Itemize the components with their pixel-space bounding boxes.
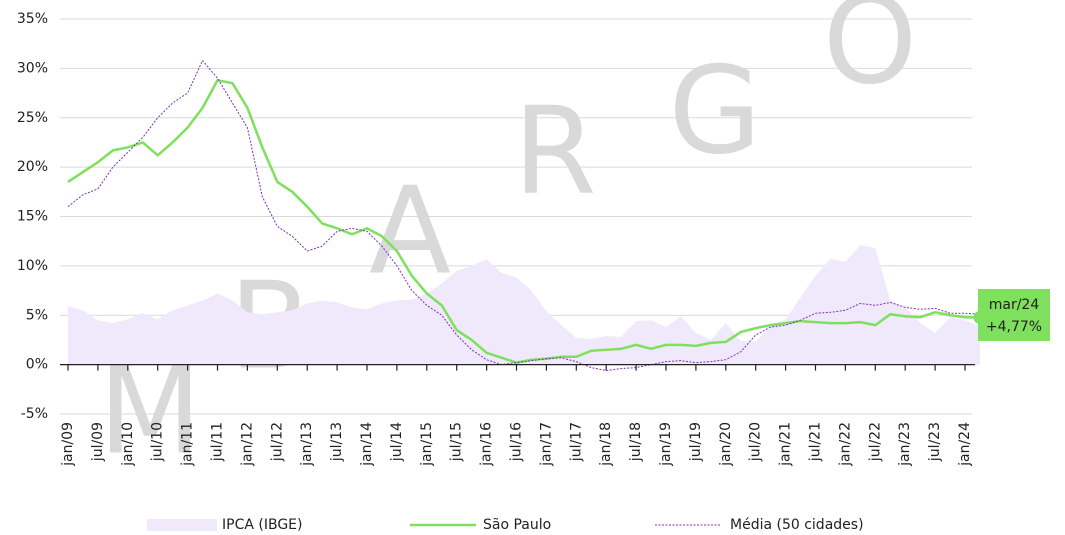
x-tick-label: jul/09 — [90, 422, 106, 462]
x-tick-label: jan/19 — [658, 422, 674, 467]
x-tick-label: jul/22 — [867, 422, 883, 462]
x-tick-label: jan/17 — [538, 422, 554, 467]
y-tick-label: 25% — [17, 110, 48, 126]
x-tick-label: jul/10 — [150, 422, 166, 462]
x-tick-label: jul/11 — [210, 422, 226, 462]
x-tick-label: jul/12 — [269, 422, 285, 462]
legend-label: Média (50 cidades) — [730, 517, 864, 533]
x-tick-label: jan/22 — [837, 422, 853, 467]
y-tick-label: 35% — [17, 11, 48, 27]
line — [67, 59, 980, 372]
x-tick-label: jan/16 — [479, 422, 495, 467]
x-tick-label: jul/20 — [748, 422, 764, 462]
x-tick-label: jan/20 — [718, 422, 734, 467]
watermark-letter: A — [369, 163, 451, 302]
x-tick-label: jul/21 — [808, 422, 824, 462]
y-tick-label: 30% — [17, 60, 48, 76]
x-tick-label: jul/19 — [688, 422, 704, 462]
x-tick-label: jan/15 — [419, 422, 435, 467]
legend-swatch — [147, 519, 217, 531]
x-tick-label: jul/16 — [509, 422, 525, 462]
y-tick-label: 0% — [26, 357, 48, 373]
watermark-letter: G — [669, 43, 762, 182]
y-tick-label: 20% — [17, 159, 48, 175]
x-tick-label: jul/15 — [449, 422, 465, 462]
watermark-letter: R — [513, 83, 596, 222]
x-tick-label: jan/18 — [598, 422, 614, 467]
watermark-letter: O — [823, 0, 917, 112]
annotation-label: mar/24 — [989, 297, 1040, 313]
y-tick-label: 10% — [17, 258, 48, 274]
watermark-letter: M — [98, 343, 202, 482]
annotation-label: +4,77% — [986, 319, 1042, 335]
x-tick-label: jul/23 — [927, 422, 943, 462]
x-tick-label: jan/21 — [778, 422, 794, 467]
x-tick-label: jul/17 — [568, 422, 584, 462]
x-tick-label: jan/13 — [299, 422, 315, 467]
x-tick-label: jan/14 — [359, 422, 375, 467]
x-tick-label: jan/09 — [60, 422, 76, 467]
annotation-box — [978, 289, 1050, 341]
line — [67, 78, 980, 364]
legend-label: São Paulo — [483, 517, 551, 533]
x-tick-label: jan/23 — [897, 422, 913, 467]
x-tick-label: jul/13 — [329, 422, 345, 462]
x-tick-label: jul/14 — [389, 422, 405, 462]
area — [68, 245, 980, 365]
y-tick-label: 5% — [26, 307, 48, 323]
x-tick-label: jan/12 — [239, 422, 255, 467]
x-tick-label: jan/10 — [120, 422, 136, 467]
y-tick-label: -5% — [21, 406, 48, 422]
y-tick-label: 15% — [17, 209, 48, 225]
x-tick-label: jan/11 — [180, 422, 196, 467]
x-tick-label: jan/24 — [957, 422, 973, 467]
legend-label: IPCA (IBGE) — [222, 517, 302, 533]
x-tick-label: jul/18 — [628, 422, 644, 462]
